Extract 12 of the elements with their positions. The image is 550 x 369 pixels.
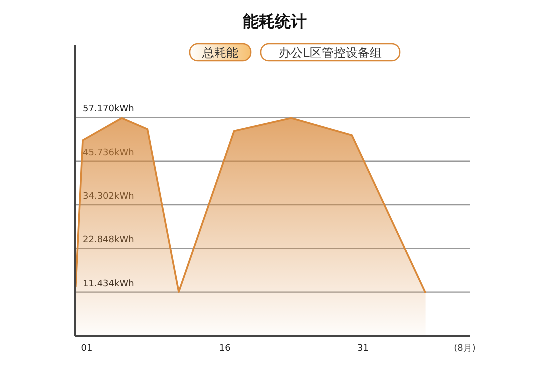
x-tick-label: 01 [81, 344, 93, 354]
text: 总耗能 [202, 46, 238, 60]
y-tick-label: 22.848kWh [83, 236, 134, 246]
x-tick-label: 31 [357, 344, 369, 354]
x-tick-label: 16 [219, 344, 232, 354]
y-tick-label: 45.736kWh [83, 148, 134, 158]
y-tick-label: 11.434kWh [83, 279, 134, 290]
x-axis-title: (8月) [454, 344, 476, 354]
y-tick-label: 34.302kWh [83, 192, 134, 202]
chart-title: 能耗统计 [243, 12, 307, 31]
annotation: 办公L区管控设备组 [279, 46, 382, 60]
y-tick-label: 57.170kWh [83, 104, 134, 115]
